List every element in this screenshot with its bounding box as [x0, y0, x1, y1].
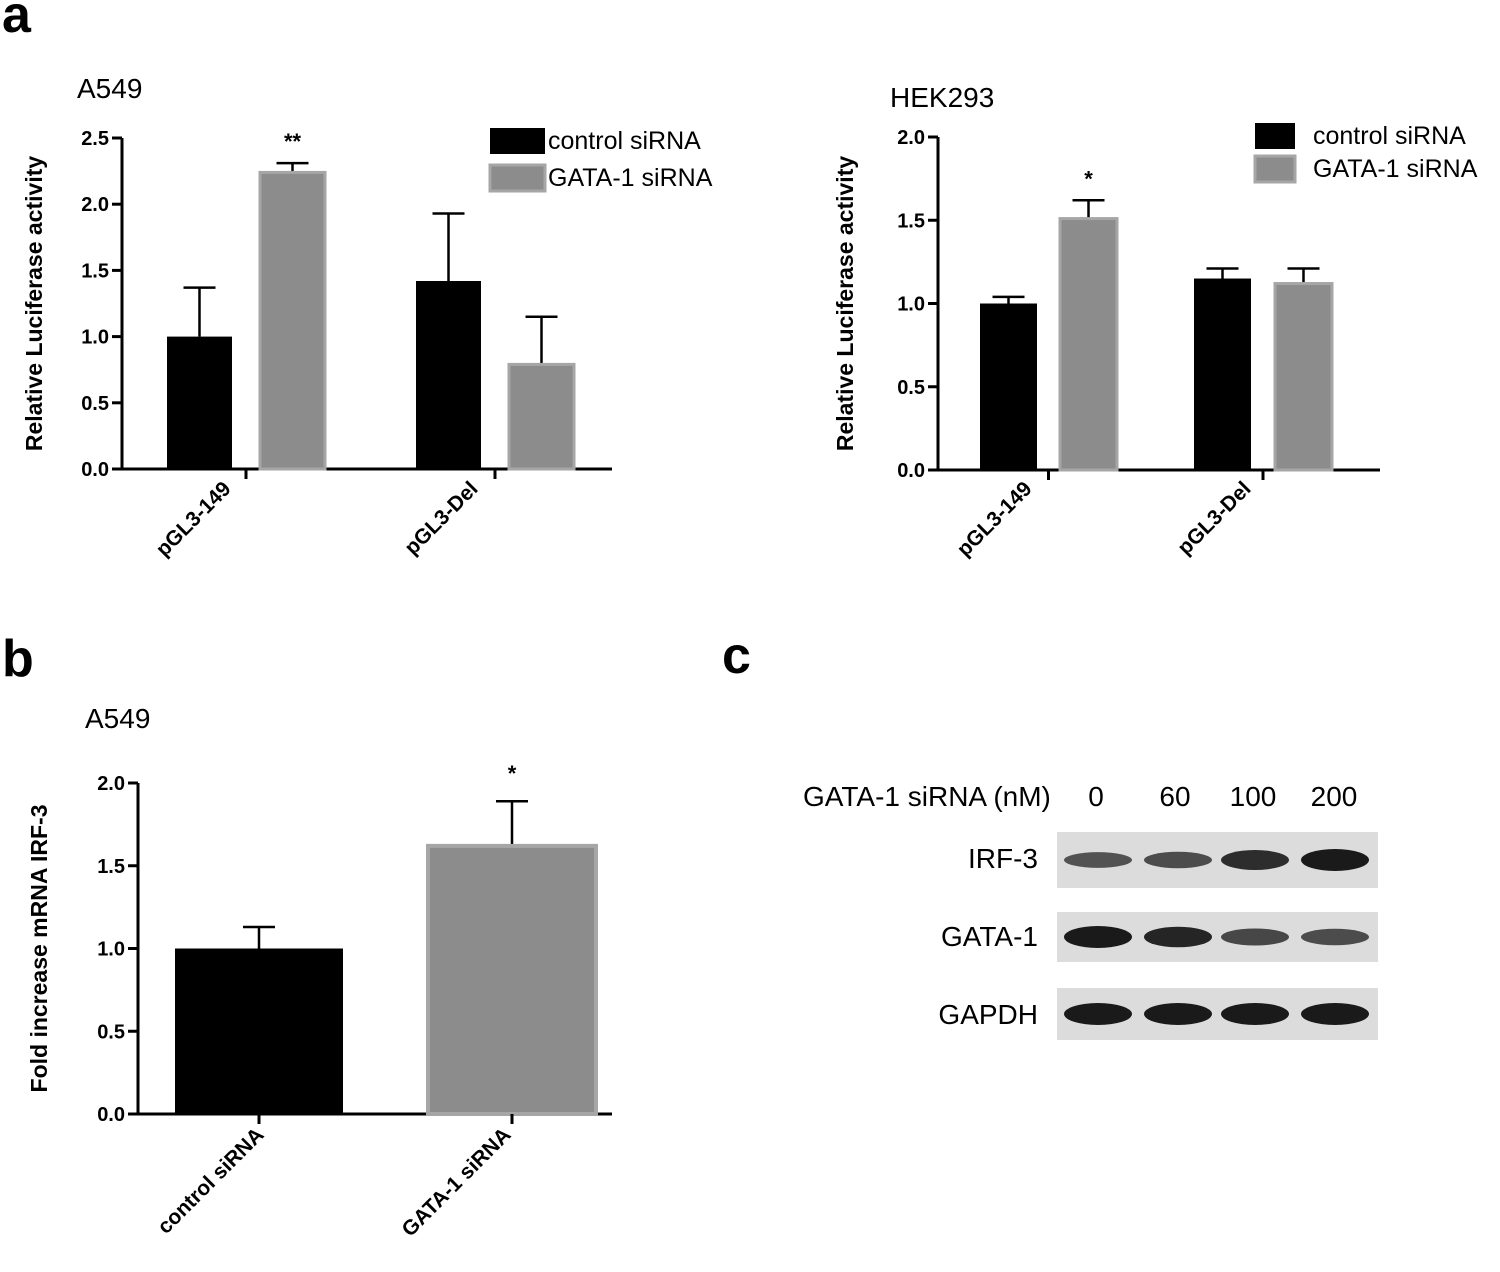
y-tick-label: 0.0	[97, 1104, 125, 1126]
y-tick-label: 1.0	[97, 939, 125, 961]
legend-label: GATA-1 siRNA	[1313, 155, 1478, 183]
significance-marker: *	[508, 761, 517, 786]
y-tick-label: 2.5	[81, 128, 109, 150]
blot-band	[1064, 852, 1132, 868]
y-tick-label: 1.0	[81, 327, 109, 349]
legend-label: control siRNA	[548, 127, 701, 155]
panel-letter-b: b	[2, 630, 34, 688]
blot-row-label: IRF-3	[968, 843, 1038, 874]
legend-swatch-gata1	[1253, 154, 1297, 184]
y-tick-label: 2.0	[97, 773, 125, 795]
blot-header-label: GATA-1 siRNA (nM)	[803, 781, 1051, 812]
blot-band	[1064, 1003, 1132, 1025]
y-tick-label: 2.0	[81, 194, 109, 216]
x-category-label: pGL3-Del	[400, 477, 482, 559]
chart-a549-luciferase: A549 Relative Luciferase activity 0.0 0.5 1.…	[21, 73, 713, 561]
x-category-label: GATA-1 siRNA	[398, 1123, 516, 1241]
y-tick-label: 1.5	[97, 856, 125, 878]
y-tick-label: 0.5	[97, 1021, 125, 1043]
blot-band	[1221, 850, 1289, 870]
blot-row-label: GAPDH	[938, 999, 1038, 1030]
y-axis-title: Relative Luciferase activity	[21, 156, 47, 452]
significance-marker: *	[1084, 166, 1093, 191]
legend-swatch-control	[490, 128, 545, 154]
blot-band	[1301, 1003, 1369, 1025]
y-tick-label: 0.0	[897, 460, 925, 482]
legend-swatch-gata1	[488, 163, 547, 193]
bar-gata1-0	[258, 170, 327, 471]
y-tick-label: 0.5	[81, 393, 109, 415]
panel-letter-a: a	[2, 0, 32, 44]
lane-label: 200	[1311, 781, 1358, 812]
bar-control	[175, 948, 343, 1114]
blot-band	[1144, 851, 1212, 869]
y-tick-label: 1.0	[897, 294, 925, 316]
y-axis-title: Relative Luciferase activity	[832, 156, 858, 452]
bar-gata1-0	[1058, 217, 1119, 472]
blot-band	[1144, 926, 1212, 948]
blot-band	[1301, 928, 1369, 946]
x-category-label: pGL3-149	[953, 477, 1037, 561]
chart-title: HEK293	[890, 82, 994, 113]
panel-letter-c: c	[722, 627, 751, 685]
x-category-label: pGL3-Del	[1173, 477, 1255, 559]
blot-band	[1301, 849, 1369, 871]
bar-control-0	[167, 336, 232, 469]
y-tick-label: 1.5	[897, 210, 925, 232]
chart-title: A549	[85, 703, 150, 734]
bar-control-0	[980, 303, 1037, 470]
y-tick-label: 0.5	[897, 377, 925, 399]
blot-band	[1064, 926, 1132, 948]
lane-label: 100	[1230, 781, 1277, 812]
legend-swatch-control	[1255, 123, 1295, 149]
y-tick-label: 2.0	[897, 127, 925, 149]
western-blot: GATA-1 siRNA (nM) 0 60 100 200 IRF-3 GATA-1 GAP…	[803, 781, 1378, 1040]
x-category-label: control siRNA	[153, 1123, 268, 1238]
bar-gata1	[426, 843, 598, 1116]
bar-control-1	[416, 280, 481, 469]
chart-a549-mrna: A549 Fold increase mRNA IRF-3 0.0 0.5 1.0 1.5…	[26, 703, 612, 1241]
chart-hek293-luciferase: HEK293 Relative Luciferase activity 0.0 0.5…	[832, 82, 1478, 561]
significance-marker: **	[284, 129, 302, 154]
y-axis-title: Fold increase mRNA IRF-3	[26, 805, 52, 1093]
blot-band	[1144, 1003, 1212, 1025]
y-tick-label: 0.0	[81, 459, 109, 481]
legend-label: control siRNA	[1313, 122, 1466, 150]
bar-gata1-1	[1273, 282, 1334, 472]
legend-label: GATA-1 siRNA	[548, 164, 713, 192]
y-tick-label: 1.5	[81, 260, 109, 282]
x-category-label: pGL3-149	[152, 477, 236, 561]
blot-row-label: GATA-1	[941, 921, 1038, 952]
chart-title: A549	[77, 73, 142, 104]
bar-gata1-1	[507, 362, 576, 471]
lane-label: 60	[1159, 781, 1190, 812]
bar-control-1	[1194, 278, 1251, 470]
blot-band	[1221, 928, 1289, 946]
lane-label: 0	[1088, 781, 1104, 812]
blot-band	[1221, 1003, 1289, 1025]
